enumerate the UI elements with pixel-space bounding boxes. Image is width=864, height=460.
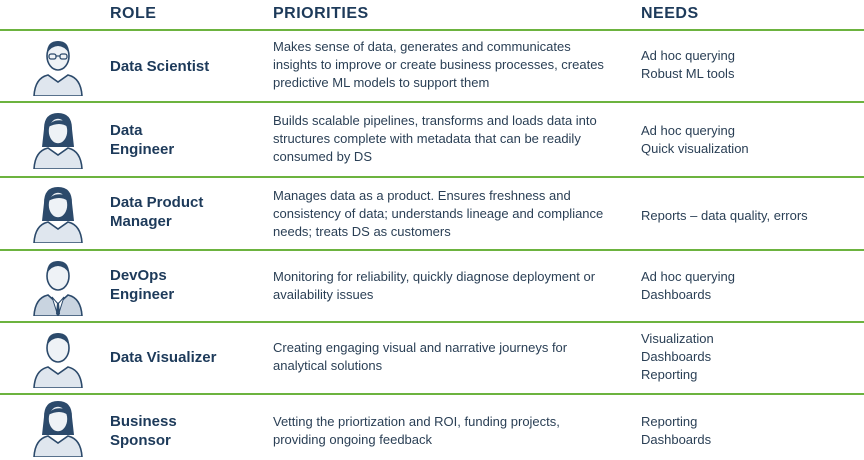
needs-list: Ad hoc querying Quick visualization <box>641 122 749 158</box>
need-item: Visualization <box>641 331 714 346</box>
role-name: Data Scientist <box>110 58 210 75</box>
row-divider <box>0 29 864 31</box>
priorities-text: Vetting the priortization and ROI, fundi… <box>273 414 560 447</box>
table-row: Data Visualizer Creating engaging visual… <box>0 323 864 393</box>
need-item: Quick visualization <box>641 141 749 156</box>
priorities-text: Makes sense of data, generates and commu… <box>273 39 604 90</box>
priorities-column-header: PRIORITIES <box>273 5 369 22</box>
need-item: Reports – data quality, errors <box>641 208 808 223</box>
table-row: Data Scientist Makes sense of data, gene… <box>0 31 864 101</box>
need-item: Dashboards <box>641 432 712 447</box>
role-name: DevOps Engineer <box>110 267 175 303</box>
row-divider <box>0 249 864 251</box>
role-name: Data Engineer <box>110 122 175 158</box>
row-divider <box>0 393 864 395</box>
need-item: Dashboards <box>641 349 712 364</box>
need-item: Dashboards <box>641 287 712 302</box>
male-with-glasses-user-icon <box>33 41 83 96</box>
needs-list: Ad hoc querying Dashboards <box>641 268 735 304</box>
role-name: Business Sponsor <box>110 413 177 449</box>
female-user-icon <box>33 187 83 243</box>
table-row: DevOps Engineer Monitoring for reliabili… <box>0 251 864 321</box>
table-row: Data Product Manager Manages data as a p… <box>0 178 864 249</box>
priorities-text: Creating engaging visual and narrative j… <box>273 340 568 373</box>
need-item: Robust ML tools <box>641 66 735 81</box>
female-user-icon <box>33 401 83 457</box>
needs-list: Ad hoc querying Robust ML tools <box>641 47 735 83</box>
male-user-icon <box>33 333 83 388</box>
row-divider <box>0 176 864 178</box>
role-name: Data Product Manager <box>110 194 204 230</box>
male-suit-user-icon <box>33 261 83 316</box>
priorities-text: Builds scalable pipelines, transforms an… <box>273 113 597 164</box>
need-item: Reporting <box>641 367 698 382</box>
table-row: Business Sponsor Vetting the priortizati… <box>0 395 864 460</box>
female-user-icon <box>33 113 83 169</box>
table-header: ROLE PRIORITIES NEEDS <box>0 0 864 30</box>
priorities-text: Monitoring for reliability, quickly diag… <box>273 269 596 302</box>
need-item: Reporting <box>641 414 698 429</box>
needs-column-header: NEEDS <box>641 5 699 22</box>
need-item: Ad hoc querying <box>641 123 735 138</box>
needs-list: Visualization Dashboards Reporting <box>641 330 714 384</box>
needs-list: Reporting Dashboards <box>641 413 711 449</box>
need-item: Ad hoc querying <box>641 48 735 63</box>
row-divider <box>0 101 864 103</box>
needs-list: Reports – data quality, errors <box>641 207 808 225</box>
row-divider <box>0 321 864 323</box>
role-name: Data Visualizer <box>110 349 217 366</box>
priorities-text: Manages data as a product. Ensures fresh… <box>273 188 604 239</box>
role-column-header: ROLE <box>110 5 157 22</box>
table-row: Data Engineer Builds scalable pipelines,… <box>0 103 864 176</box>
need-item: Ad hoc querying <box>641 269 735 284</box>
